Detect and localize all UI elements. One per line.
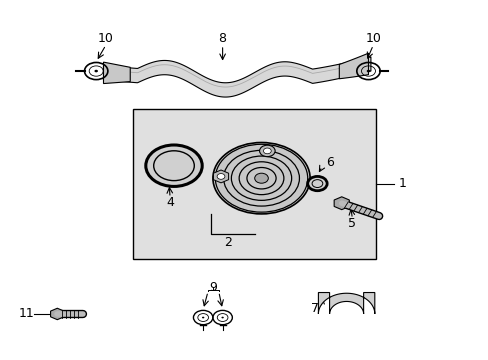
Text: 9: 9 bbox=[208, 281, 216, 294]
Text: 2: 2 bbox=[224, 236, 232, 249]
Polygon shape bbox=[339, 53, 368, 79]
Text: 10: 10 bbox=[98, 32, 114, 45]
FancyBboxPatch shape bbox=[132, 109, 375, 258]
Circle shape bbox=[307, 176, 326, 191]
Circle shape bbox=[221, 317, 224, 318]
Text: 1: 1 bbox=[398, 177, 406, 190]
Text: 3: 3 bbox=[212, 174, 220, 186]
Text: 11: 11 bbox=[18, 307, 34, 320]
Polygon shape bbox=[318, 293, 374, 314]
Circle shape bbox=[366, 70, 369, 72]
Circle shape bbox=[254, 173, 268, 183]
Circle shape bbox=[153, 151, 194, 181]
Text: 10: 10 bbox=[365, 32, 381, 45]
Circle shape bbox=[94, 70, 98, 72]
Polygon shape bbox=[103, 57, 370, 97]
Polygon shape bbox=[103, 62, 130, 84]
Text: 5: 5 bbox=[348, 217, 356, 230]
Circle shape bbox=[212, 143, 309, 214]
Circle shape bbox=[145, 145, 202, 186]
Text: 6: 6 bbox=[325, 156, 333, 168]
Circle shape bbox=[217, 174, 224, 179]
Circle shape bbox=[263, 148, 271, 154]
Circle shape bbox=[311, 180, 322, 188]
Text: 7: 7 bbox=[310, 302, 318, 315]
Circle shape bbox=[259, 145, 275, 157]
Text: 8: 8 bbox=[218, 32, 226, 45]
Text: 4: 4 bbox=[166, 196, 174, 209]
Circle shape bbox=[202, 317, 204, 318]
